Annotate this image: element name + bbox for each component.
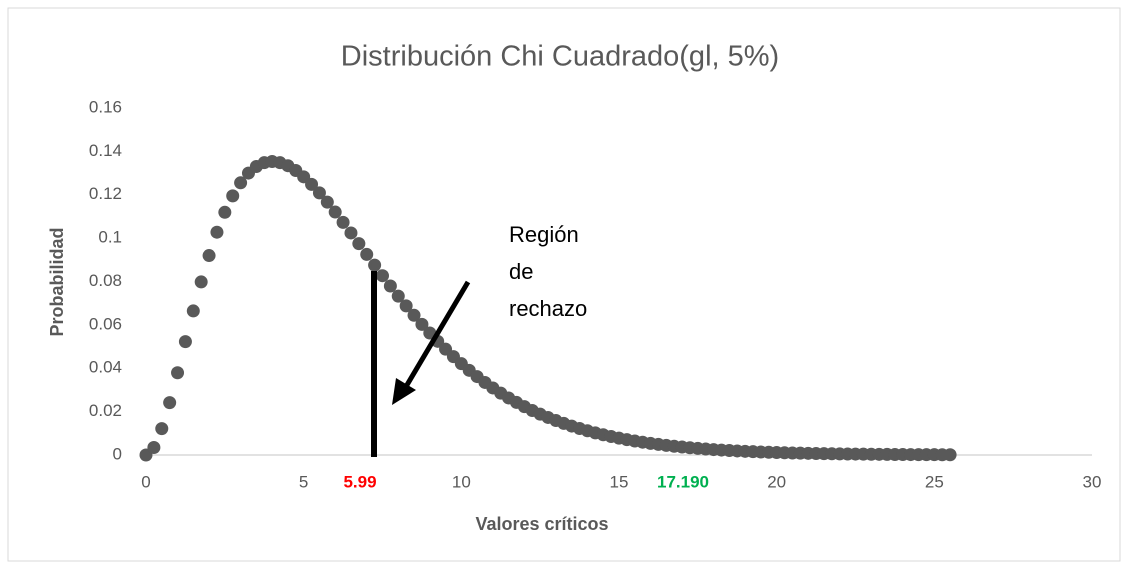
- arrow-shaft: [401, 280, 471, 392]
- x-axis-title: Valores críticos: [475, 514, 608, 534]
- x-tick-label: 20: [767, 472, 786, 491]
- y-tick-label: 0: [113, 444, 122, 463]
- point: [147, 441, 161, 455]
- point: [186, 304, 200, 318]
- point: [163, 396, 177, 410]
- x-tick-label: 30: [1083, 472, 1102, 491]
- point: [415, 317, 429, 331]
- y-tick-label: 0.12: [89, 184, 122, 203]
- point: [352, 237, 366, 251]
- x-tick-label: 5: [299, 472, 308, 491]
- point: [305, 177, 319, 191]
- x-tick-label: 0: [141, 472, 150, 491]
- y-tick-label: 0.02: [89, 401, 122, 420]
- annotation: Región: [509, 222, 579, 247]
- y-tick-label: 0.1: [98, 228, 122, 247]
- point: [407, 308, 421, 322]
- x-tick-label: 15: [610, 472, 629, 491]
- point: [344, 226, 358, 240]
- point: [383, 279, 397, 293]
- y-tick-label: 0.14: [89, 141, 122, 160]
- x-tick-label: 10: [452, 472, 471, 491]
- point: [194, 275, 208, 289]
- chart-border: [7, 7, 1121, 562]
- point: [171, 366, 185, 380]
- x-tick-label: 25: [925, 472, 944, 491]
- point: [234, 176, 248, 190]
- point: [226, 189, 240, 203]
- point: [360, 247, 374, 261]
- annotation: de: [509, 259, 533, 284]
- point: [210, 225, 224, 239]
- point: [943, 448, 957, 462]
- y-tick-label: 0.06: [89, 314, 122, 333]
- point: [312, 186, 326, 200]
- point: [320, 195, 334, 209]
- y-tick-label: 0.16: [89, 97, 122, 116]
- point: [399, 299, 413, 313]
- critical-label: 5.99: [343, 472, 376, 491]
- point: [218, 205, 232, 219]
- critical-label: 17.190: [657, 472, 709, 491]
- chart-title: Distribución Chi Cuadrado(gl, 5%): [341, 41, 779, 73]
- plot-area: 0 0.02 0.04 0.06 0.08 0.1 0.12 0.14 0.16 0 5 10 15 20…: [89, 97, 1102, 491]
- y-tick-label: 0.04: [89, 358, 122, 377]
- point: [202, 249, 216, 263]
- point: [376, 269, 389, 283]
- point: [178, 335, 192, 349]
- point: [391, 289, 405, 303]
- point: [336, 215, 350, 229]
- annotation: rechazo: [509, 296, 587, 321]
- point: [368, 258, 382, 272]
- point: [328, 205, 342, 219]
- y-axis-title: Probabilidad: [47, 227, 67, 336]
- point: [155, 422, 169, 436]
- arrow-head: [392, 378, 416, 405]
- y-tick-label: 0.08: [89, 271, 122, 290]
